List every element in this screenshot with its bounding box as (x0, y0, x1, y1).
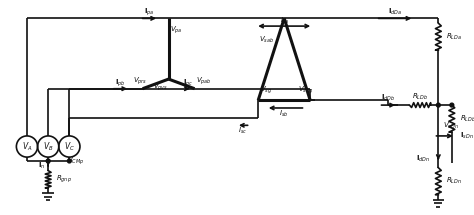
Text: $R_{LDn}$: $R_{LDn}$ (446, 176, 462, 186)
Text: $R_{gnp}$: $R_{gnp}$ (56, 174, 72, 185)
Text: $\mathbf{I}_{dDa}$: $\mathbf{I}_{dDa}$ (388, 6, 402, 17)
Text: $I_{sa}$: $I_{sa}$ (280, 16, 289, 26)
Text: $V_{sab}$: $V_{sab}$ (259, 34, 274, 45)
Text: $R_{LDb}$: $R_{LDb}$ (459, 114, 474, 124)
Text: $\mathbf{I}_{pb}$: $\mathbf{I}_{pb}$ (115, 77, 126, 89)
Circle shape (450, 103, 454, 107)
Text: $V_A$: $V_A$ (22, 140, 32, 153)
Circle shape (437, 103, 440, 107)
Text: $V_B$: $V_B$ (43, 140, 54, 153)
Text: $V_{prs}$: $V_{prs}$ (134, 75, 148, 87)
Text: $V_C$: $V_C$ (64, 140, 75, 153)
Text: $V_{sg}$: $V_{sg}$ (260, 85, 272, 96)
Text: $\mathbf{I}_{dDb}$: $\mathbf{I}_{dDb}$ (381, 93, 395, 103)
Text: $V_{pa}$: $V_{pa}$ (170, 24, 182, 36)
Text: $R_{LDb}$: $R_{LDb}$ (412, 92, 428, 103)
Text: $\mathbf{I}_{pc}$: $\mathbf{I}_{pc}$ (182, 77, 193, 89)
Text: $\mathbf{I}_{pa}$: $\mathbf{I}_{pa}$ (144, 7, 155, 18)
Text: $\mathbf{I}_{dDn}$: $\mathbf{I}_{dDn}$ (416, 154, 431, 164)
Text: $I_{sb}$: $I_{sb}$ (280, 109, 289, 119)
Text: $I_{sc}$: $I_{sc}$ (238, 126, 247, 136)
Text: $V_{sdg}$: $V_{sdg}$ (298, 85, 313, 96)
Text: $V_{pab}$: $V_{pab}$ (196, 75, 212, 87)
Circle shape (67, 159, 71, 163)
Text: $\mathbf{I}_{sDn}$: $\mathbf{I}_{sDn}$ (459, 131, 474, 141)
Text: $V_{pvs}$: $V_{pvs}$ (153, 81, 168, 92)
Text: $V_{sDn}$: $V_{sDn}$ (443, 121, 459, 131)
Circle shape (46, 159, 50, 163)
Text: $V_{CMp}$: $V_{CMp}$ (67, 155, 85, 167)
Text: $R_{LDa}$: $R_{LDa}$ (446, 32, 462, 42)
Text: $\mathbf{I}_n$: $\mathbf{I}_n$ (38, 161, 45, 171)
